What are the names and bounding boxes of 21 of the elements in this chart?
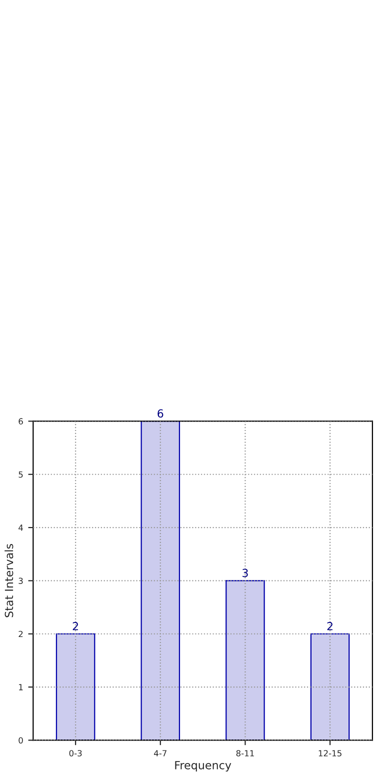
x-tick-label: 4-7 xyxy=(154,750,166,756)
data-label: 3 xyxy=(242,568,248,578)
bar xyxy=(140,421,180,740)
x-axis-title: Frequency xyxy=(175,761,232,772)
y-tick-label: 0 xyxy=(18,737,23,744)
x-tick-label: 12-15 xyxy=(318,750,342,756)
x-tick-label: 8-11 xyxy=(236,750,254,756)
data-label: 6 xyxy=(158,409,164,418)
y-tick-label: 2 xyxy=(18,630,23,638)
data-label: 2 xyxy=(72,622,78,630)
data-label: 2 xyxy=(327,622,332,630)
bar xyxy=(226,580,265,740)
y-tick-label: 3 xyxy=(18,578,23,584)
y-tick-label: 4 xyxy=(18,524,23,531)
x-tick-label: 0-3 xyxy=(69,750,82,756)
bar xyxy=(310,633,350,740)
y-tick-label: 1 xyxy=(19,684,23,690)
y-tick-label: 5 xyxy=(18,471,23,478)
y-tick-label: 6 xyxy=(18,418,23,424)
y-axis-title: Stat Intervals xyxy=(4,544,14,618)
bar xyxy=(56,633,96,740)
